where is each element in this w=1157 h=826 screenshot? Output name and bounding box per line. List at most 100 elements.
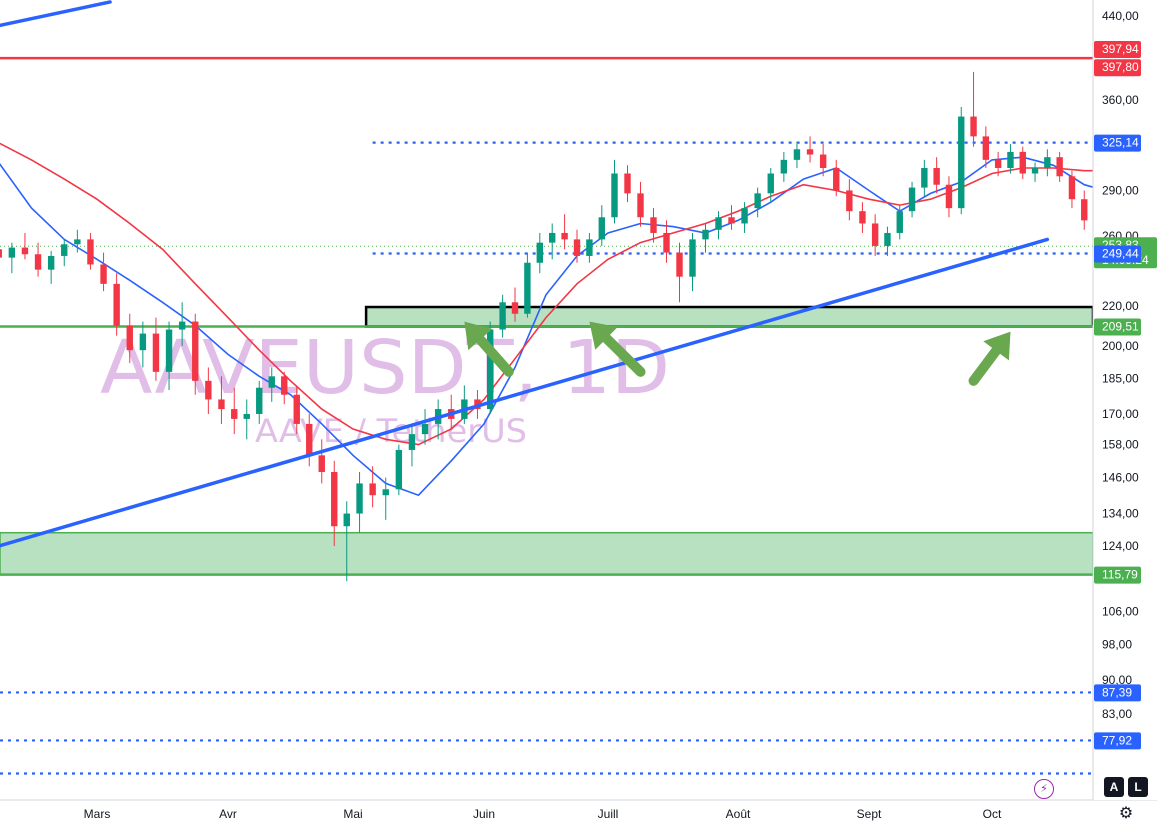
candle <box>382 477 389 520</box>
candle <box>293 385 300 435</box>
candle-body <box>74 239 81 245</box>
gear-icon[interactable]: ⚙ <box>1118 803 1134 822</box>
price-axis[interactable]: 440,00360,00290,00260,00220,00200,00185,… <box>1093 0 1157 800</box>
y-tick-label: 90,00 <box>1102 673 1132 687</box>
arrows-layer <box>464 321 1011 386</box>
candle <box>780 151 788 182</box>
candle <box>806 136 814 163</box>
candle <box>767 167 774 203</box>
price-tags-layer: 397,94397,80325,14253,8314:09:24249,4420… <box>1094 41 1157 750</box>
price-tag-bg <box>1094 732 1141 750</box>
y-tick-label: 290,00 <box>1102 183 1139 197</box>
price-tag-bg <box>1094 134 1141 152</box>
candle-body <box>970 116 977 137</box>
trendlines-layer <box>0 0 1050 548</box>
support-zone-0 <box>0 531 1094 576</box>
candle <box>281 371 288 405</box>
candle <box>421 409 429 445</box>
candle-body <box>908 187 916 212</box>
candle-body <box>884 232 891 246</box>
price-tag: 325,14 <box>1094 134 1141 152</box>
candle <box>152 317 160 381</box>
price-tag: 397,94 <box>1094 41 1141 59</box>
candle <box>819 144 827 177</box>
candle <box>1019 146 1026 180</box>
candle <box>715 211 722 240</box>
candle <box>1031 162 1039 182</box>
candle-body <box>511 302 519 314</box>
candle <box>369 466 376 508</box>
candle-body <box>126 325 133 351</box>
candle-body <box>165 329 173 372</box>
candle <box>871 214 879 256</box>
candle-body <box>689 239 696 277</box>
price-tag-bg <box>1094 59 1141 77</box>
candle-body <box>871 223 879 246</box>
candle <box>859 202 866 233</box>
candle-body <box>859 211 866 224</box>
candle-body <box>256 387 263 414</box>
candle <box>47 250 55 284</box>
candle <box>933 157 940 194</box>
price-tag-bg <box>1094 41 1141 59</box>
candle-body <box>293 394 300 424</box>
arrow-1 <box>589 321 646 377</box>
arrow-0 <box>464 321 514 377</box>
auto-scale-button[interactable]: A <box>1104 777 1124 797</box>
price-tag: 87,39 <box>1094 684 1141 702</box>
candle <box>100 252 107 292</box>
candle <box>113 273 120 336</box>
candle-body <box>524 262 531 314</box>
price-tag-label: 397,94 <box>1102 42 1139 56</box>
candle <box>218 376 225 424</box>
candle <box>192 313 199 395</box>
candle <box>318 439 325 484</box>
candle <box>624 165 631 203</box>
candle <box>793 141 801 168</box>
lightning-icon[interactable]: ⚡ <box>1034 779 1054 799</box>
candle-body <box>331 471 338 527</box>
price-tag-label: 325,14 <box>1102 136 1139 150</box>
candle-body <box>767 173 774 194</box>
candle <box>1081 190 1088 230</box>
price-tag: 397,80 <box>1094 59 1141 77</box>
candle <box>0 249 2 258</box>
candle-body <box>573 239 581 256</box>
candle <box>34 242 42 277</box>
price-tag: 115,79 <box>1094 566 1141 584</box>
candle-body <box>487 329 494 410</box>
moving-average-1 <box>0 142 1157 446</box>
x-tick-label: Juin <box>473 807 495 821</box>
candle <box>921 159 928 197</box>
candle-body <box>47 255 55 270</box>
candle <box>178 302 186 346</box>
candle-body <box>896 211 903 233</box>
candle <box>728 205 735 230</box>
y-tick-label: 158,00 <box>1102 438 1139 452</box>
candle <box>945 176 953 218</box>
candle-body <box>1056 157 1063 177</box>
candle-body <box>395 449 403 490</box>
log-scale-button[interactable]: L <box>1128 777 1148 797</box>
time-axis-bg <box>0 800 1157 826</box>
time-axis[interactable]: Mars Avr Mai Juin Juill Août Sept Oct <box>0 800 1157 826</box>
candle <box>970 71 977 147</box>
candle <box>650 208 657 243</box>
x-tick-label: Mai <box>343 807 362 821</box>
candle <box>356 471 363 533</box>
candle-body <box>561 232 568 240</box>
candle <box>165 321 173 391</box>
candle-body <box>833 167 840 191</box>
candle <box>689 232 696 292</box>
candle <box>586 232 593 263</box>
candle-body <box>243 413 250 419</box>
candle-body <box>702 229 709 240</box>
arrow-shaft <box>968 345 1002 386</box>
price-tag-bg <box>1094 245 1141 263</box>
candle <box>884 226 891 256</box>
candle-body <box>343 513 350 527</box>
symbol-watermark: AAVEUSDT, 1D <box>100 325 670 411</box>
candle <box>908 181 916 218</box>
price-tag-label: 115,79 <box>1102 568 1138 582</box>
